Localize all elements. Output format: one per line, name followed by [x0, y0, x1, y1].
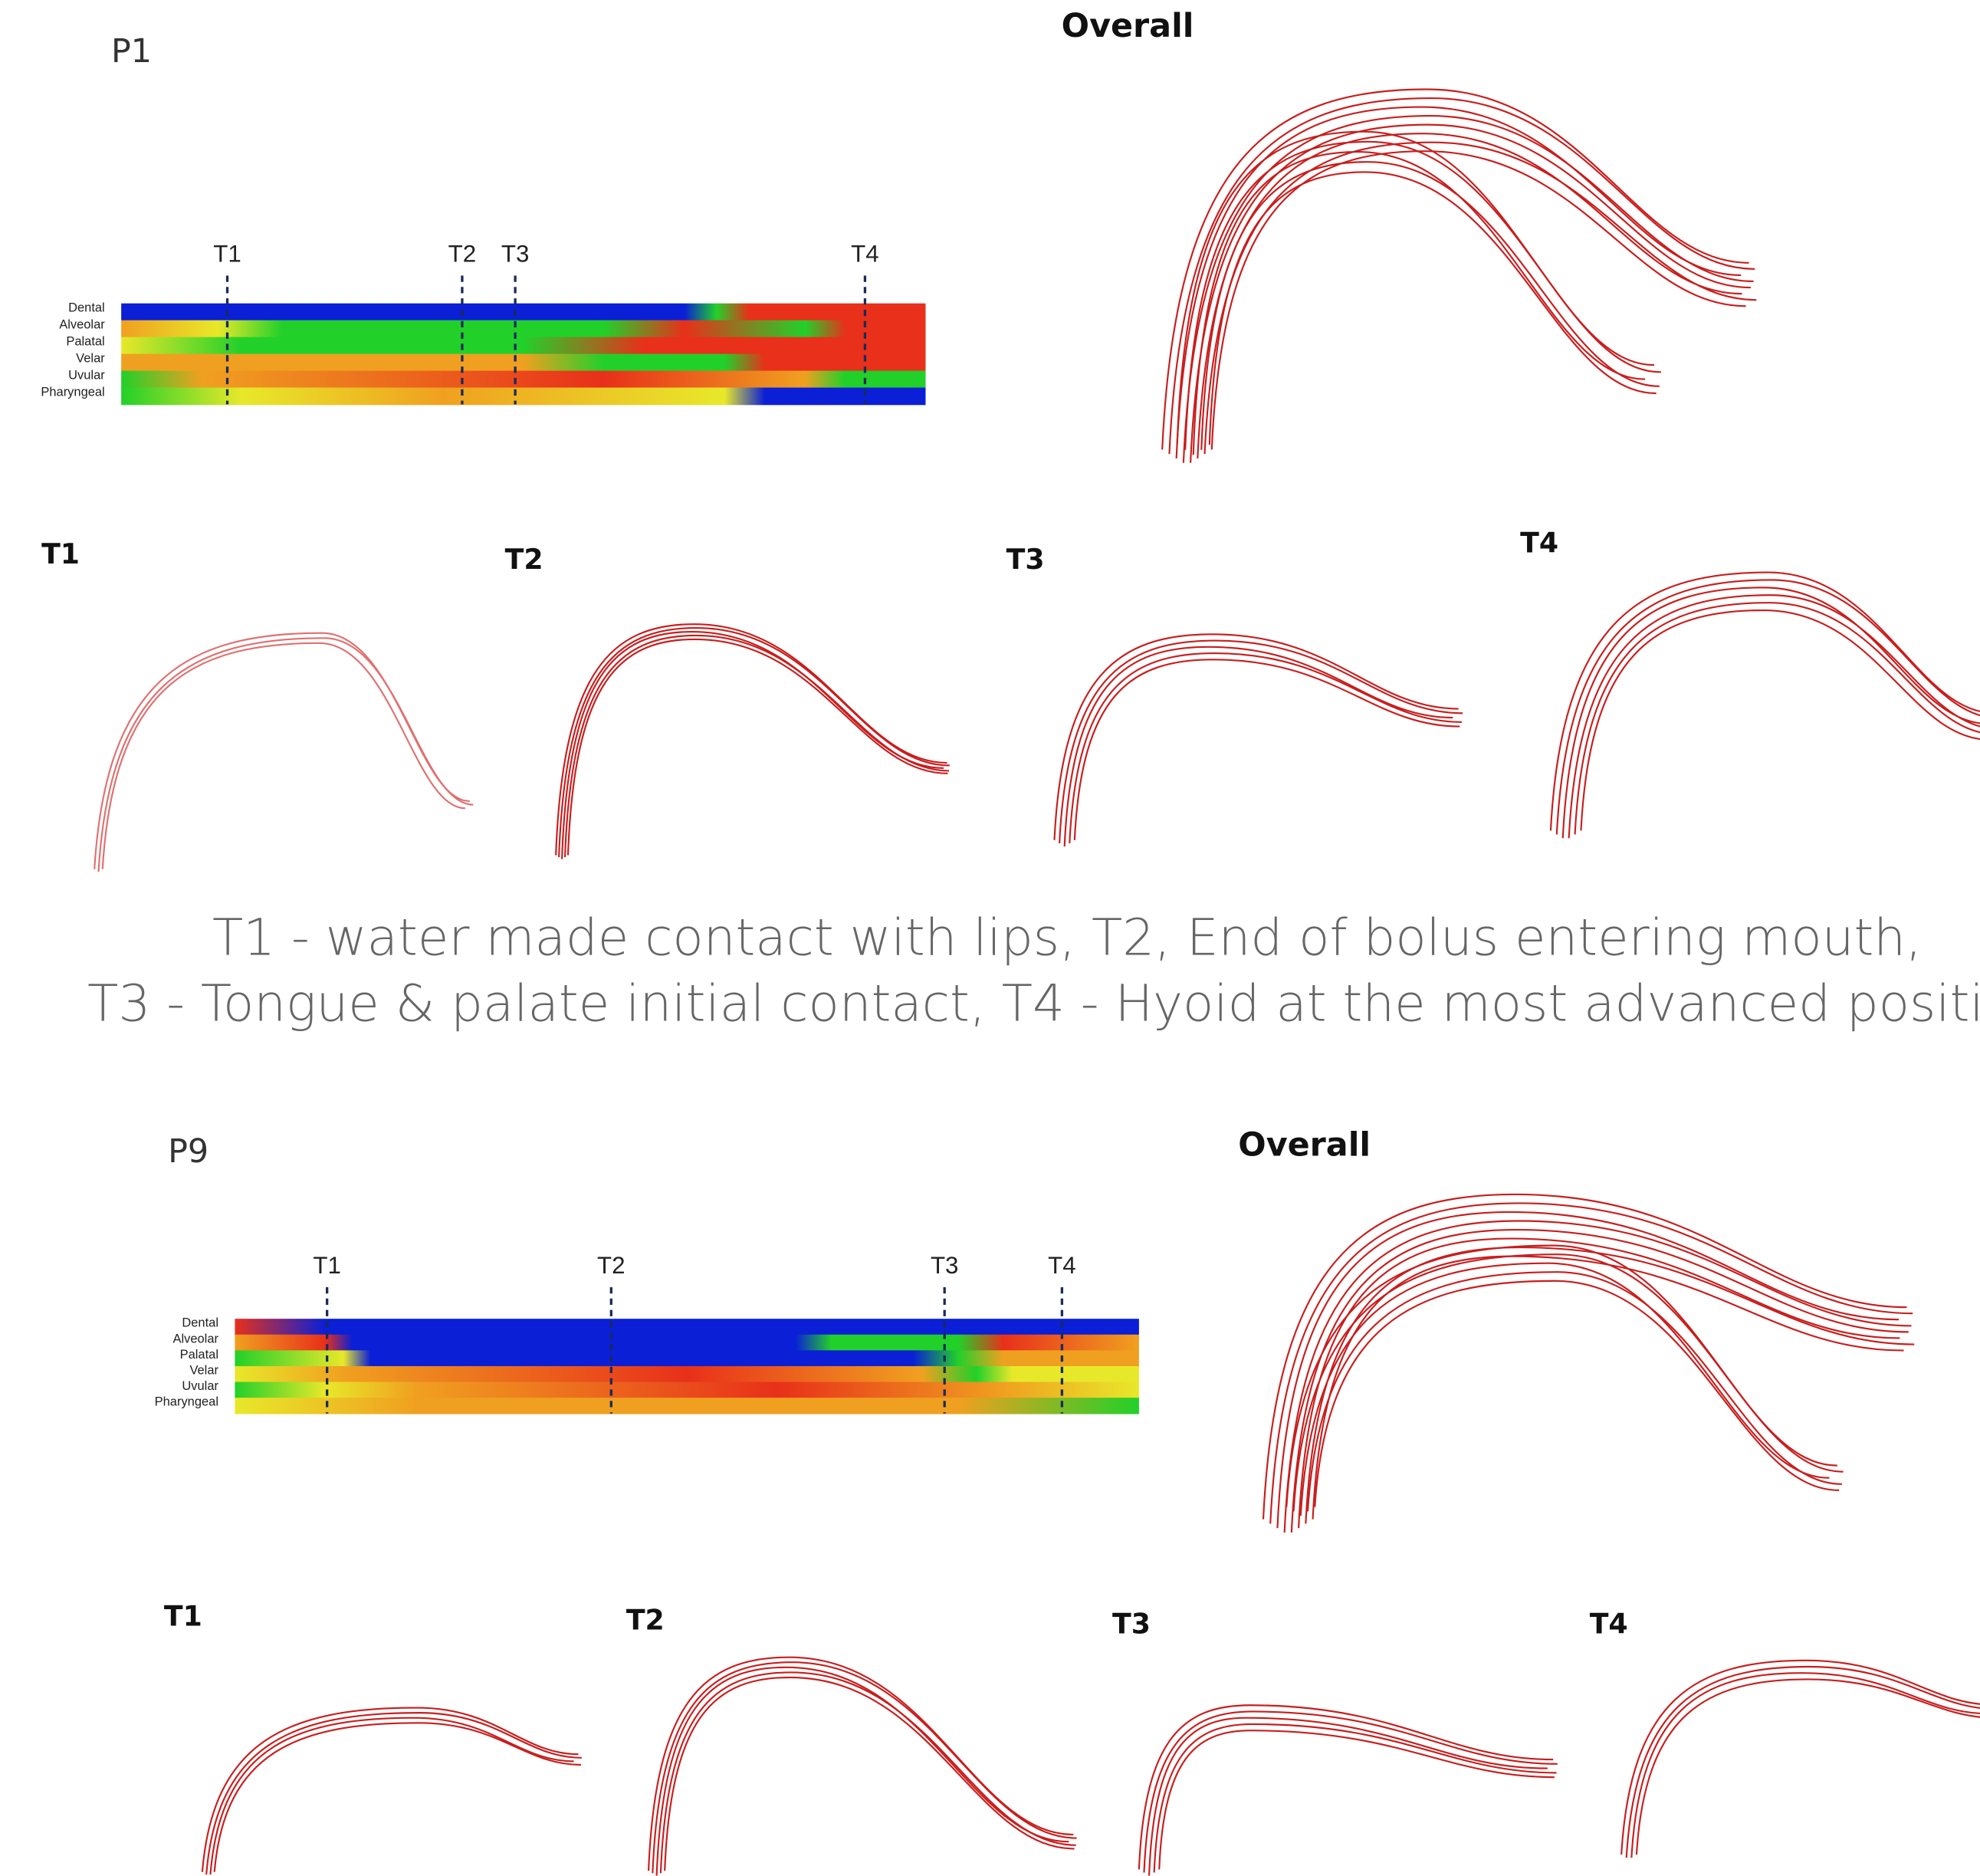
tongue-contour — [1212, 151, 1746, 449]
tongue-contour — [202, 1708, 579, 1872]
row-label: Pharyngeal — [155, 1395, 218, 1409]
marker-label: T1 — [213, 240, 241, 267]
tongue-contour — [1154, 1724, 1557, 1873]
heatmap-band — [235, 1398, 1138, 1414]
heatmap-band — [121, 320, 925, 338]
tongue-contour — [1315, 1281, 1839, 1507]
heatmap-band — [235, 1335, 1138, 1351]
tongue-contour — [1569, 595, 1980, 838]
tongue-contour — [1159, 1730, 1555, 1869]
participant-label: P1 — [111, 32, 152, 71]
row-label: Velar — [76, 352, 105, 366]
heatmap-band — [121, 337, 925, 355]
marker-label: T2 — [597, 1252, 626, 1279]
tongue-contour — [1075, 659, 1460, 840]
tongue-contour — [1210, 172, 1657, 445]
heatmap-band — [121, 304, 925, 321]
row-label: Uvular — [68, 369, 105, 383]
row-label: Dental — [68, 301, 105, 315]
tongue-contour — [1069, 653, 1462, 843]
tongue-contour — [98, 638, 473, 872]
caption-line: T1 - water made contact with lips, T2, E… — [212, 908, 1922, 968]
tongue-contour — [1055, 634, 1459, 840]
row-label: Dental — [182, 1316, 218, 1330]
row-label: Velar — [189, 1363, 218, 1377]
row-label: Pharyngeal — [41, 385, 104, 399]
heatmap-band — [121, 371, 925, 389]
marker-label: T4 — [1048, 1252, 1076, 1279]
tongue-contour — [1169, 98, 1755, 454]
tongue-contour — [1177, 132, 1654, 445]
heatmap-band — [235, 1319, 1138, 1335]
tongue-contour — [568, 639, 948, 856]
caption-line: T3 - Tongue & palate initial contact, T4… — [87, 974, 1980, 1033]
tongue-contour — [1313, 1257, 1904, 1520]
tongue-contour — [1144, 1711, 1557, 1872]
tongue-contour — [1621, 1661, 1980, 1855]
marker-label: T2 — [448, 240, 477, 267]
time-title: T3 — [1006, 543, 1045, 576]
heatmap-band — [121, 388, 925, 406]
participant-label: P9 — [168, 1132, 209, 1171]
time-title: T4 — [1590, 1607, 1628, 1640]
marker-label: T1 — [313, 1252, 341, 1279]
tongue-contour — [661, 1672, 1076, 1873]
row-label: Palatal — [180, 1348, 218, 1362]
tongue-contour — [1065, 647, 1453, 846]
tongue-contour — [1185, 142, 1661, 450]
tongue-contour — [1177, 107, 1742, 458]
row-label: Alveolar — [172, 1332, 218, 1345]
tongue-contour — [1637, 1679, 1980, 1855]
tongue-contour — [1308, 1272, 1842, 1511]
overall-title: Overall — [1062, 7, 1194, 45]
overall-title: Overall — [1238, 1126, 1371, 1165]
tongue-contour — [206, 1713, 582, 1874]
time-title: T4 — [1520, 526, 1558, 559]
tongue-contour — [665, 1677, 1074, 1871]
time-title: T3 — [1112, 1607, 1151, 1640]
row-label: Palatal — [66, 335, 104, 349]
marker-label: T3 — [501, 240, 530, 267]
time-title: T2 — [505, 543, 543, 576]
row-label: Uvular — [182, 1379, 218, 1393]
row-label: Alveolar — [59, 318, 105, 332]
tongue-contour — [1197, 133, 1742, 458]
tongue-contour — [103, 643, 465, 869]
marker-label: T4 — [851, 240, 879, 267]
marker-label: T3 — [931, 1252, 959, 1279]
time-title: T2 — [626, 1604, 665, 1637]
heatmap — [121, 304, 925, 406]
tongue-contour — [1286, 1246, 1837, 1507]
tongue-contour — [1575, 603, 1980, 834]
tongue-contour — [1581, 610, 1980, 830]
time-title: T1 — [164, 1600, 202, 1633]
figure: T1 - water made contact with lips, T2, E… — [0, 0, 1980, 1876]
tongue-contour — [1205, 143, 1757, 454]
tongue-contour — [1194, 152, 1645, 455]
tongue-contour — [1149, 1718, 1548, 1876]
heatmap-band — [121, 354, 925, 372]
heatmap — [235, 1319, 1138, 1414]
tongue-contour — [1263, 1194, 1906, 1520]
tongue-contour — [1285, 1221, 1912, 1533]
heatmap-band — [235, 1350, 1138, 1366]
tongue-contour — [1139, 1705, 1553, 1869]
heatmap-band — [235, 1366, 1138, 1382]
tongue-contour — [1059, 641, 1463, 843]
tongue-contour — [1277, 1212, 1899, 1528]
time-title: T1 — [41, 537, 80, 570]
tongue-contour — [1184, 116, 1754, 463]
tongue-contour — [565, 636, 949, 857]
heatmap-band — [235, 1382, 1138, 1398]
